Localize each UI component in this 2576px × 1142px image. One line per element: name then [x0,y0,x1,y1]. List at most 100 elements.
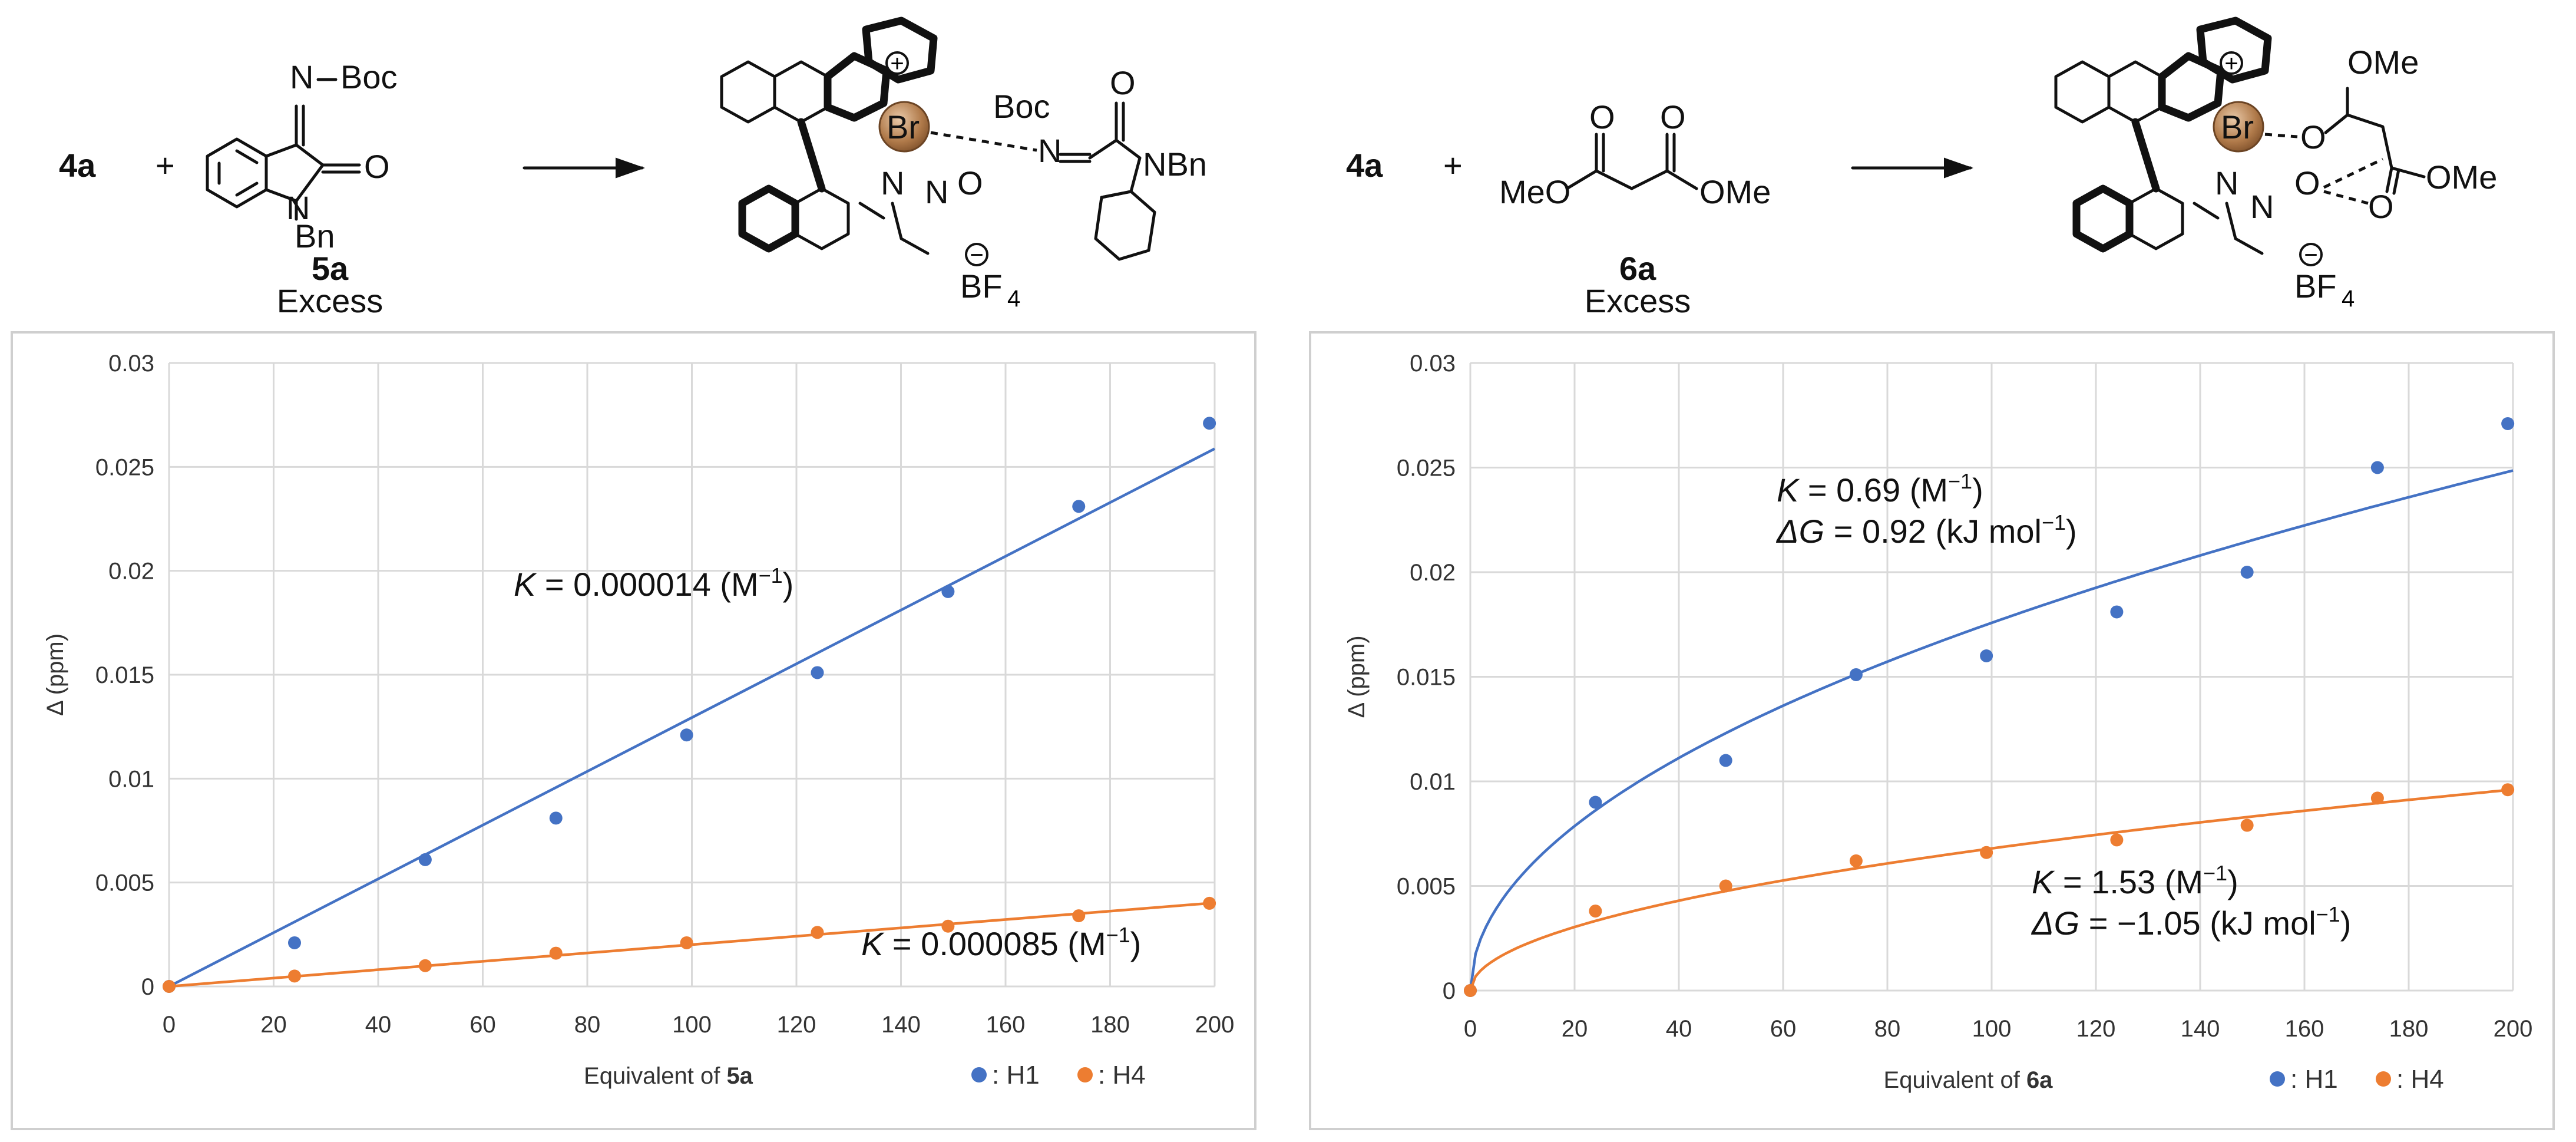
prod-br: Br [887,108,920,146]
x-tick-label: 40 [1666,1016,1692,1042]
annotation-close: ) [2340,905,2352,942]
annotation-value: = 1.53 (M [2053,863,2203,900]
annotation-close: ) [2066,513,2077,550]
reactant-4a-label-right: 4a [1346,147,1383,184]
data-point-series-1 [1072,500,1086,513]
data-point-series-2 [1719,879,1732,893]
prod-anion: BF [960,268,1003,305]
x-tick-label: 20 [1562,1016,1588,1042]
x-tick-label: 80 [1874,1016,1901,1042]
prod-n-imine: N [1038,132,1062,169]
legend-marker-2 [1077,1067,1093,1082]
prod-anion-sub: 4 [1007,286,1020,312]
annotation-1: K = 0.000014 (M−1) [514,563,793,603]
prod-charge-right: + [2224,51,2238,77]
data-point-series-1 [680,728,693,742]
x-tick-label: 100 [672,1012,712,1038]
x-tick-label: 200 [1195,1012,1235,1038]
y-tick-label: 0.005 [1397,874,1456,900]
x-axis-label-prefix: Equivalent of [1884,1067,2026,1093]
legend-marker-2 [2376,1071,2391,1087]
product-left: Br + Boc N O NBn N N O − BF 4 [720,16,1207,312]
data-point-series-1 [941,585,955,598]
fit-line-series-1 [168,447,1216,988]
data-point-series-2 [2370,791,2384,805]
annotation-symbol: ΔG [1775,513,1824,550]
prod-anion-charge-right: − [2304,242,2317,268]
data-point-series-1 [2110,605,2124,619]
annotation-symbol: ΔG [2031,905,2079,942]
data-point-series-1 [1589,796,1602,809]
y-tick-label: 0.02 [108,559,154,585]
annotation-superscript: −1 [759,563,783,587]
sub-n-boc: N [290,58,313,95]
y-tick-label: 0.025 [95,454,154,480]
x-axis-label: Equivalent of 6a [1884,1067,2053,1093]
annotation-value: = 0.92 (kJ mol [1824,513,2042,550]
sub-o: O [364,148,390,185]
x-tick-label: 60 [1770,1016,1797,1042]
data-point-series-2 [549,946,563,960]
annotation-symbol: K [861,925,885,962]
prod-anion-charge: − [970,242,983,268]
reaction-scheme: 4a + N Boc O N Bn 5a Excess [59,16,2497,319]
legend-label-1: : H1 [992,1061,1040,1090]
data-point-series-2 [163,980,176,993]
annotation-3: K = 1.53 (M−1) [2032,861,2238,900]
label-5a: 5a [312,250,349,287]
annotation-symbol: K [2032,863,2055,900]
data-point-series-2 [1464,984,1477,997]
data-point-series-2 [2501,783,2515,797]
sub-bn: Bn [295,217,335,255]
prod-o1: O [2300,118,2326,156]
annotation-value: = −1.05 (kJ mol [2079,905,2316,942]
data-point-series-1 [2501,417,2515,430]
x-tick-label: 100 [1972,1016,2012,1042]
x-axis-label-compound: 6a [2026,1067,2053,1093]
plus-sign: + [156,147,175,184]
prod-o-nitroso: O [957,164,983,202]
data-point-series-1 [1719,754,1732,767]
annotation-close: ) [2227,863,2238,900]
y-tick-label: 0.02 [1410,560,1456,586]
titration-chart-6a: 0 20 40 60 80 100 120 140 160 180 200 0 0.005 0.01 0.0… [1344,351,2532,1094]
prod-boc: Boc [993,88,1050,125]
prod-o3: O [2368,188,2394,225]
label-6a: 6a [1619,250,1656,287]
annotation-close: ) [783,566,794,603]
x-tick-label: 180 [2389,1016,2429,1042]
sub-ome: OMe [1699,173,1771,210]
legend-label-2: : H4 [1098,1061,1146,1090]
data-point-series-1 [288,936,301,949]
annotation-symbol: K [1777,471,1800,509]
prod-nbn: NBn [1143,146,1207,183]
y-tick-label: 0 [141,974,154,1000]
x-tick-label: 80 [574,1012,601,1038]
y-axis-label: Δ (ppm) [42,633,68,716]
prod-ome-top: OMe [2347,44,2419,81]
data-point-series-2 [1980,846,1993,859]
prod-n-nitroso-right: N [2250,188,2274,225]
prod-n-amine-right: N [2215,164,2238,202]
data-point-series-2 [2240,818,2254,832]
y-tick-label: 0.015 [1397,665,1456,691]
x-tick-label: 140 [2181,1016,2220,1042]
y-tick-label: 0 [1443,978,1456,1004]
annotation-superscript: −1 [2316,902,2340,926]
x-axis-label: Equivalent of 5a [584,1063,753,1089]
x-tick-label: 120 [777,1012,816,1038]
scheme-right: 4a + O O MeO OMe 6a Excess Br [1346,16,2497,319]
x-tick-label: 40 [365,1012,392,1038]
data-point-series-2 [288,969,301,983]
prod-br-right: Br [2221,108,2254,146]
data-point-series-2 [811,926,824,939]
data-point-series-2 [1072,909,1086,923]
annotation-close: ) [1972,471,1983,509]
annotation-1: K = 0.69 (M−1) [1777,469,1983,509]
x-tick-label: 180 [1090,1012,1130,1038]
grid [168,362,1216,988]
x-tick-label: 20 [260,1012,287,1038]
annotation-superscript: −1 [1106,923,1130,947]
data-point-series-1 [1849,668,1863,681]
data-point-series-2 [2110,833,2124,847]
